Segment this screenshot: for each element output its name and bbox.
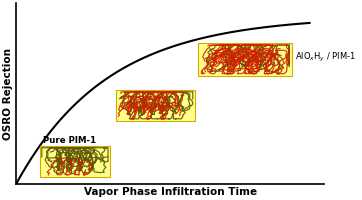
Text: AlO$_x$H$_y$ / PIM-1: AlO$_x$H$_y$ / PIM-1 (295, 51, 356, 64)
Text: Pure PIM-1: Pure PIM-1 (43, 136, 96, 145)
Y-axis label: OSRO Rejection: OSRO Rejection (4, 48, 13, 140)
Bar (40, 146, 110, 177)
X-axis label: Vapor Phase Infiltration Time: Vapor Phase Infiltration Time (84, 187, 257, 197)
Bar (198, 43, 292, 76)
Bar (116, 90, 195, 121)
